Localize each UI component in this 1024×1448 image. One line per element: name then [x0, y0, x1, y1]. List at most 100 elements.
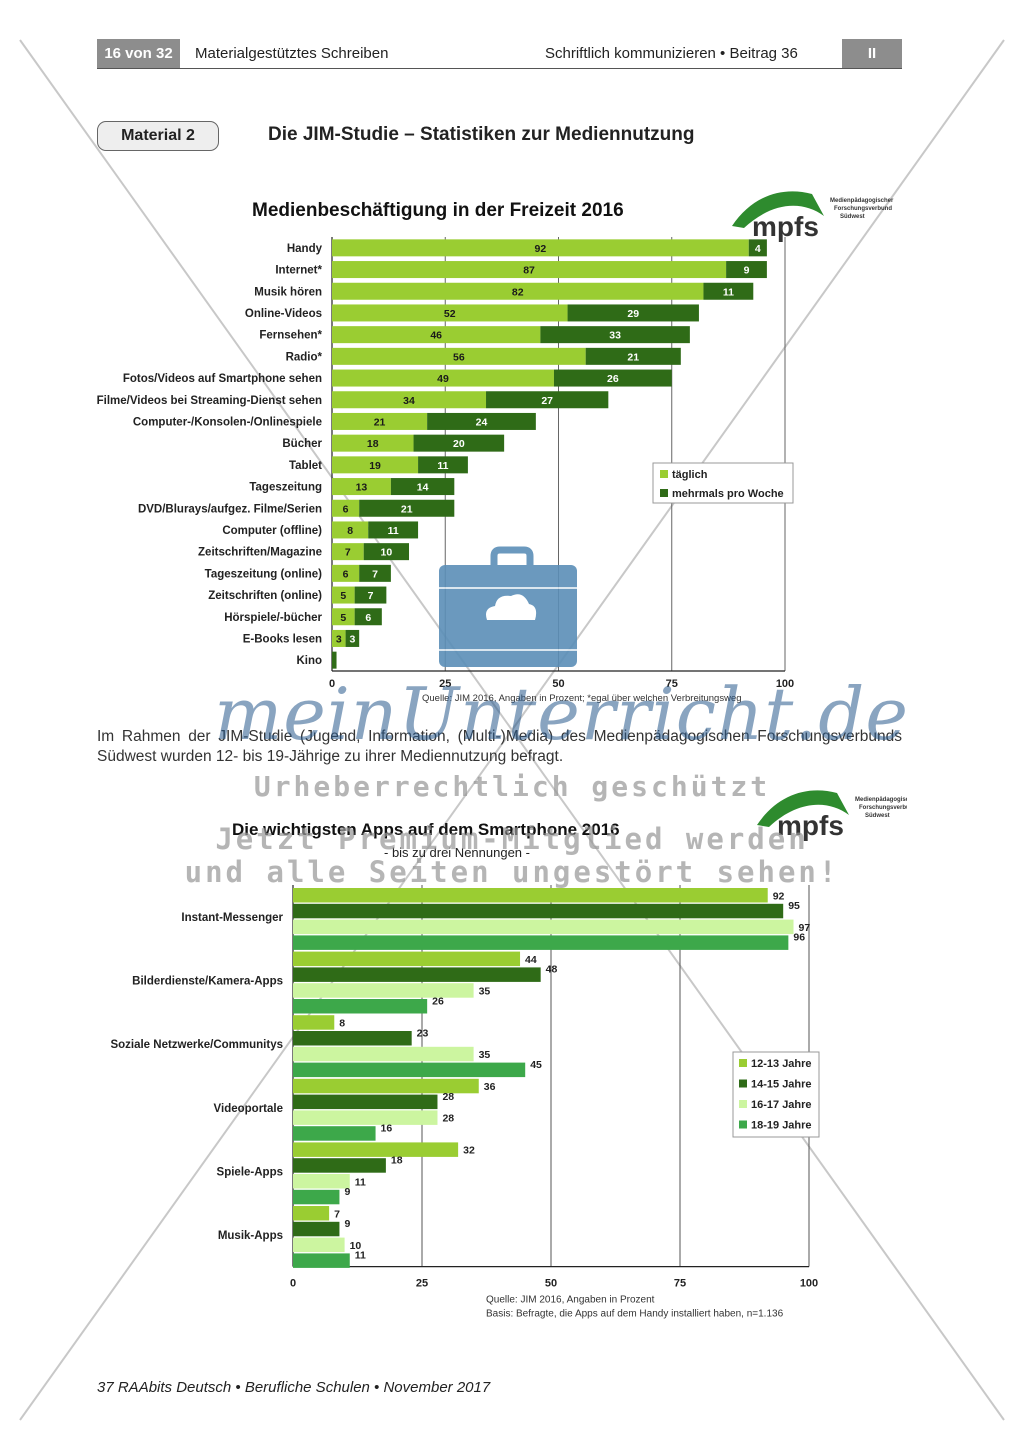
chart2-bar: [293, 1142, 459, 1157]
chart1-xtick: 25: [439, 678, 451, 690]
chart1-bar-weekly: [354, 608, 382, 626]
chart1-value-weekly: 14: [417, 482, 429, 494]
chart1-source: Quelle: JIM 2016, Angaben in Prozent; *e…: [422, 693, 742, 704]
chart2-bar: [293, 1126, 376, 1141]
chart2-bar: [293, 903, 784, 919]
chart1-value-weekly: 11: [388, 525, 399, 537]
header-rule: [97, 68, 902, 69]
chart2-bar: [293, 1046, 474, 1062]
chart1-bar-weekly: [354, 586, 387, 604]
chart1-bar-daily: [332, 543, 364, 561]
chart1-category-label: Tageszeitung (online): [205, 568, 323, 580]
chart1-value-daily: 19: [369, 460, 381, 472]
chart1-value-daily: 21: [374, 416, 386, 428]
chart1-value-daily: 52: [444, 308, 456, 320]
chart1-bar-daily: [332, 326, 541, 344]
chart1-bar-weekly: [486, 391, 609, 409]
chart1-legend-swatch: [660, 489, 668, 497]
chart1-value-daily: 13: [356, 482, 368, 494]
chart1-category-label: Fernsehen*: [259, 330, 322, 342]
chart1-category-label: Filme/Videos bei Streaming-Dienst sehen: [97, 395, 322, 407]
chart1-legend-box: [652, 462, 794, 504]
chart1-value-daily: 82: [512, 286, 524, 298]
chart1-bar-daily: [332, 412, 428, 430]
chart1-category-label: E-Books lesen: [243, 633, 322, 645]
chart1-category-label: Tablet: [289, 460, 322, 472]
chart2-bar: [293, 1206, 330, 1221]
chart2-bar: [293, 1158, 386, 1173]
chart2-bar: [293, 1174, 350, 1189]
chart2-bar: [293, 1062, 526, 1078]
chart2-value-label: 18: [391, 1154, 403, 1166]
chart1-value-daily: 56: [453, 351, 465, 363]
chart1-bar-weekly: [553, 369, 672, 387]
chart1-category-label: Zeitschriften (online): [208, 590, 322, 602]
chart2-legend-swatch: [739, 1120, 747, 1129]
chart1-xtick: 50: [552, 678, 564, 690]
chart2-bar: [293, 1078, 479, 1094]
chart2-bar: [293, 1221, 340, 1237]
chart2-category-label: Musik-Apps: [218, 1230, 283, 1242]
chart1-value-weekly: 20: [453, 438, 465, 450]
chart2-value-label: 35: [479, 985, 491, 997]
chart2-bar: [293, 999, 428, 1014]
chart2-value-label: 95: [788, 900, 800, 912]
chart2-legend: 12-13 Jahre 14-15 Jahre 16-17 Jahre 18-19 J…: [732, 1051, 820, 1138]
chart2-category-label: Instant-Messenger: [181, 912, 283, 924]
chart1-value-daily: 5: [340, 590, 346, 602]
chart1-bar-weekly: [567, 304, 699, 322]
chart1-value-weekly: 3: [349, 633, 355, 645]
chart2-xtick: 50: [545, 1278, 557, 1290]
chart1-category-label: Fotos/Videos auf Smartphone sehen: [123, 373, 322, 385]
chart2-bar: [293, 951, 521, 967]
chart2-bar: [293, 888, 768, 903]
chart1-value-daily: 6: [343, 503, 349, 515]
chart1-bar-weekly: [332, 651, 337, 669]
chart1-legend-label: mehrmals pro Woche: [672, 488, 784, 500]
chart1-category-label: Online-Videos: [245, 308, 322, 320]
chart1-bar-daily: [332, 499, 360, 517]
chart2-value-label: 9: [344, 1218, 350, 1230]
watermark-line-1: Urheberrechtlich geschützt: [253, 770, 771, 803]
chart1-value-weekly: 7: [368, 590, 374, 602]
chart2-value-label: 16: [381, 1122, 393, 1134]
chart2-legend-swatch: [739, 1079, 747, 1088]
chart1-category-label: DVD/Blurays/aufgez. Filme/Serien: [138, 503, 322, 515]
chart1-bar-weekly: [359, 499, 455, 517]
chart1-bar-daily: [332, 434, 414, 452]
chart1-bar-weekly: [427, 412, 536, 430]
header-title: Materialgestütztes Schreiben: [195, 45, 389, 62]
chart1-value-weekly: 21: [401, 503, 413, 515]
chart1-category-label: Hörspiele/-bücher: [224, 612, 322, 624]
chart1-xtick: 100: [776, 678, 794, 690]
chart2-value-label: 36: [484, 1081, 496, 1093]
chart2-xtick: 100: [800, 1278, 818, 1290]
chart2-value-label: 45: [530, 1059, 542, 1071]
chart2-xtick: 75: [674, 1278, 686, 1290]
chart1-bar-weekly: [418, 456, 468, 474]
chart1-category-label: Bücher: [282, 438, 322, 450]
chart1-category-label: Tageszeitung: [249, 482, 322, 494]
chart2-legend-box: [732, 1051, 820, 1138]
chart1-bar-weekly: [748, 239, 767, 257]
chart1-value-weekly: 4: [755, 243, 761, 255]
chart2-bar: [293, 967, 541, 982]
chart1-bar-daily: [332, 304, 568, 322]
logo-text: mpfs: [777, 810, 844, 841]
chart2-value-label: 97: [799, 922, 811, 934]
logo-sub3: Südwest: [840, 214, 865, 220]
chart2-legend-label: 18-19 Jahre: [751, 1120, 812, 1132]
chart1-bar-daily: [332, 608, 355, 626]
chart2-value-label: 44: [525, 954, 537, 966]
logo-sub1: Medienpädagogischer: [855, 797, 907, 803]
footer: 37 RAAbits Deutsch • Berufliche Schulen …: [97, 1379, 491, 1396]
chart2-value-label: 32: [463, 1145, 475, 1157]
logo-swoosh-icon: [757, 790, 849, 827]
chart1-bar-weekly: [363, 543, 410, 561]
chart1-bar-weekly: [368, 521, 419, 539]
chart2-legend-label: 14-15 Jahre: [751, 1079, 812, 1091]
chart1-value-weekly: 9: [744, 265, 750, 277]
chart1-value-weekly: 7: [372, 568, 378, 580]
chart1-bar-weekly: [726, 261, 767, 279]
